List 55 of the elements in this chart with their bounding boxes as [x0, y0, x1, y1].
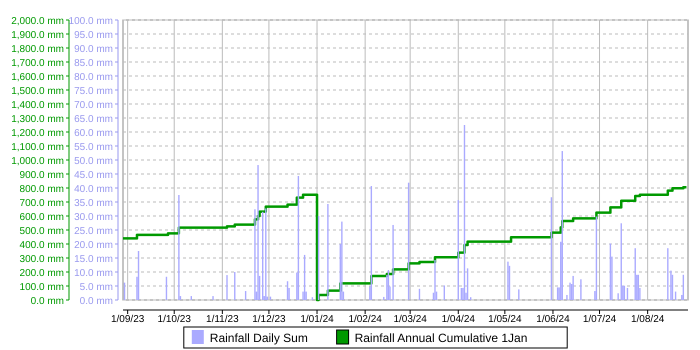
y2-tick-label: 45.0 mm: [74, 170, 113, 181]
y2-tick-label: 0.0 mm: [80, 296, 113, 307]
y-tick-label: 100.0 mm: [20, 282, 64, 293]
y-tick-label: 800.0 mm: [20, 184, 64, 195]
x-tick-label: 1/10/23: [158, 314, 192, 325]
y-tick-label: 400.0 mm: [20, 240, 64, 251]
y-tick-label: 200.0 mm: [20, 268, 64, 279]
y2-tick-label: 55.0 mm: [74, 142, 113, 153]
x-tick-label: 1/05/24: [488, 314, 522, 325]
x-tick-label: 1/04/24: [442, 314, 476, 325]
y2-tick-label: 70.0 mm: [74, 100, 113, 111]
y-tick-label: 1,700.0 mm: [11, 58, 64, 69]
y2-tick-label: 50.0 mm: [74, 156, 113, 167]
y-tick-label: 1,600.0 mm: [11, 72, 64, 83]
y2-tick-label: 85.0 mm: [74, 58, 113, 69]
y-tick-label: 1,000.0 mm: [11, 156, 64, 167]
y2-tick-label: 10.0 mm: [74, 268, 113, 279]
y2-tick-label: 95.0 mm: [74, 30, 113, 41]
y2-tick-label: 75.0 mm: [74, 86, 113, 97]
y-tick-label: 1,100.0 mm: [11, 142, 64, 153]
y2-tick-label: 40.0 mm: [74, 184, 113, 195]
y-tick-label: 1,500.0 mm: [11, 86, 64, 97]
y2-tick-label: 80.0 mm: [74, 72, 113, 83]
y-tick-label: 1,200.0 mm: [11, 128, 64, 139]
y-tick-label: 2,000.0 mm: [11, 16, 64, 27]
legend-label: Rainfall Daily Sum: [210, 331, 308, 345]
y-tick-label: 600.0 mm: [20, 212, 64, 223]
y-tick-label: 300.0 mm: [20, 254, 64, 265]
y-tick-label: 700.0 mm: [20, 198, 64, 209]
y2-tick-label: 25.0 mm: [74, 226, 113, 237]
y-tick-label: 1,400.0 mm: [11, 100, 64, 111]
y2-tick-label: 30.0 mm: [74, 212, 113, 223]
y-tick-label: 1,300.0 mm: [11, 114, 64, 125]
x-tick-label: 1/01/24: [300, 314, 334, 325]
x-tick-label: 1/06/24: [536, 314, 570, 325]
x-tick-label: 1/08/24: [630, 314, 665, 325]
y2-tick-label: 35.0 mm: [74, 198, 113, 209]
legend-label: Rainfall Annual Cumulative 1Jan: [354, 331, 528, 345]
y-tick-label: 500.0 mm: [20, 226, 64, 237]
x-tick-label: 1/12/23: [252, 314, 286, 325]
x-tick-label: 1/09/23: [110, 314, 145, 325]
y2-tick-label: 15.0 mm: [74, 254, 113, 265]
x-tick-label: 1/11/23: [206, 314, 240, 325]
y2-tick-label: 5.0 mm: [80, 282, 113, 293]
x-tick-label: 1/02/24: [348, 314, 382, 325]
y-tick-label: 900.0 mm: [20, 170, 64, 181]
y2-tick-label: 20.0 mm: [74, 240, 113, 251]
x-tick-label: 1/03/24: [393, 314, 428, 325]
x-tick-label: 1/07/24: [582, 314, 617, 325]
y2-tick-label: 65.0 mm: [74, 114, 113, 125]
y-tick-label: 1,900.0 mm: [11, 30, 64, 41]
y-tick-label: 1,800.0 mm: [11, 44, 64, 55]
y2-tick-label: 60.0 mm: [74, 128, 113, 139]
y2-tick-label: 90.0 mm: [74, 44, 113, 55]
y-tick-label: 0.0 mm: [30, 296, 64, 307]
